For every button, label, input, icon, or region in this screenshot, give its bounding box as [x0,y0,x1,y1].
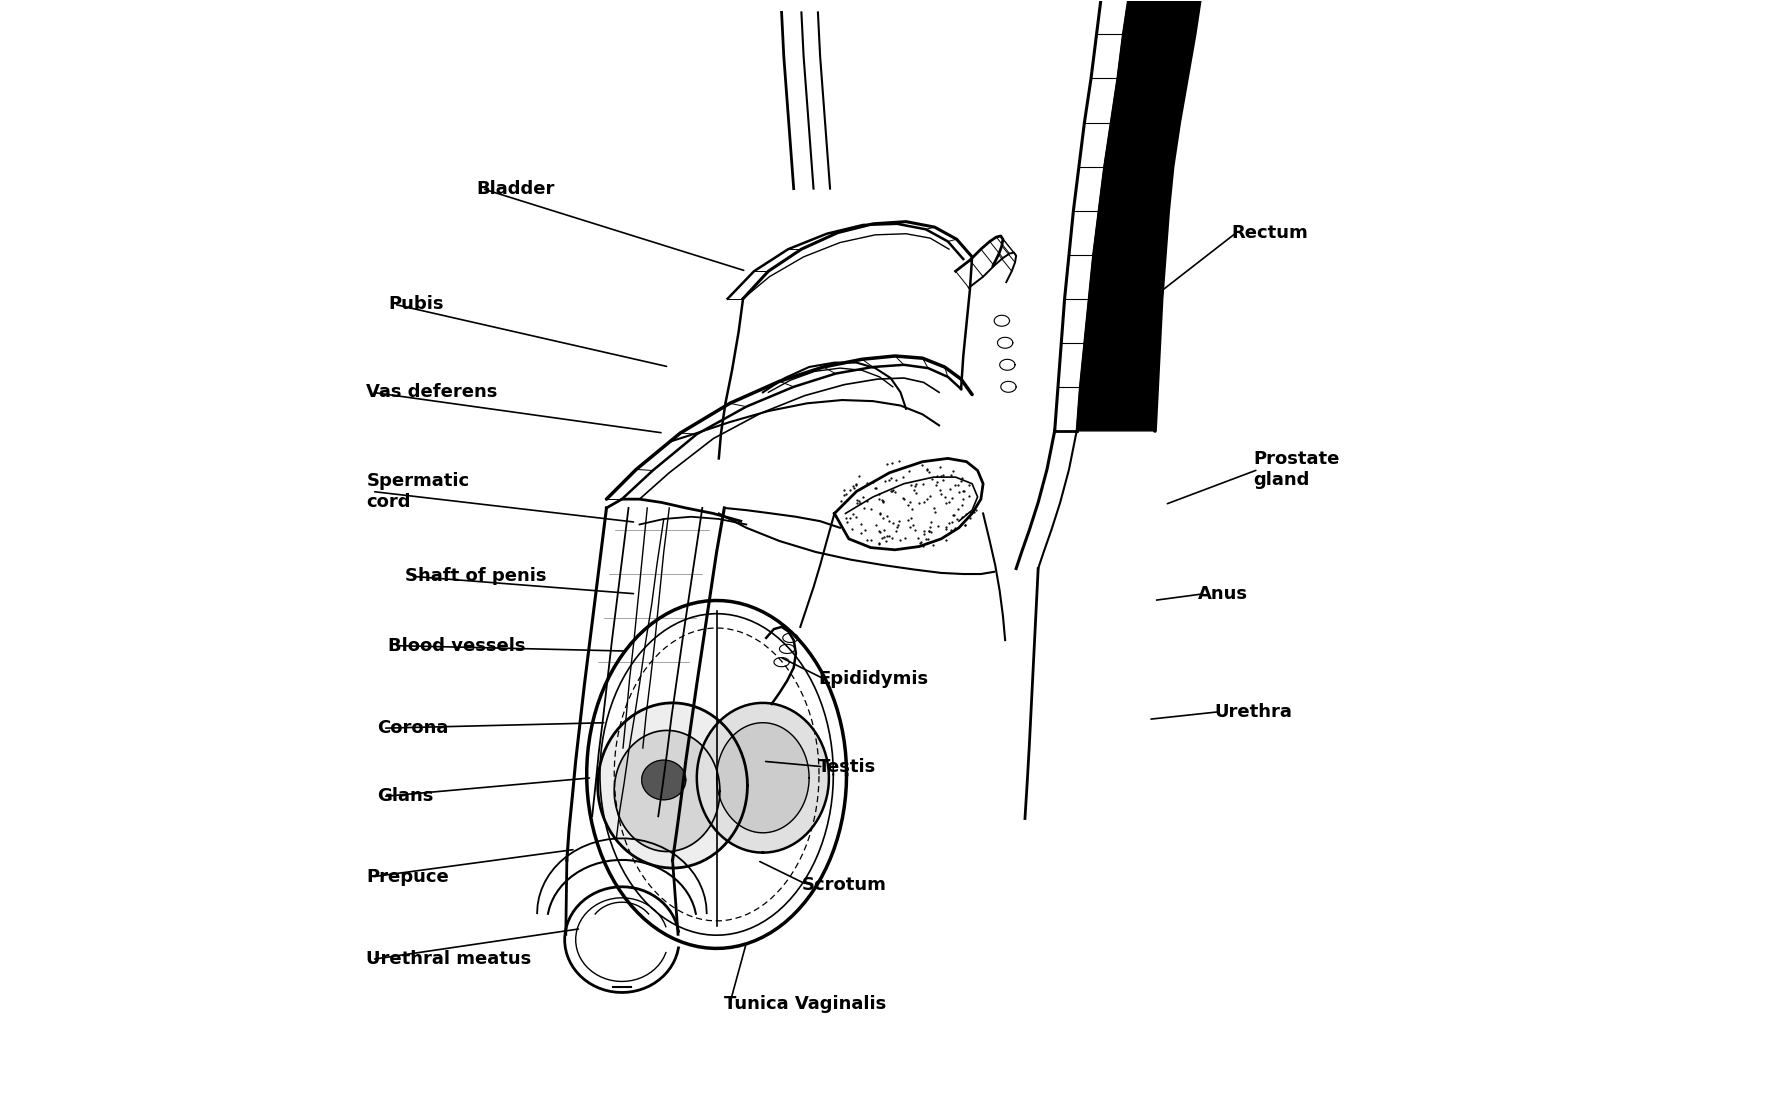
Polygon shape [1117,34,1195,78]
Polygon shape [613,731,720,851]
Text: Prepuce: Prepuce [366,868,449,885]
Text: Shaft of penis: Shaft of penis [405,567,546,585]
Text: Vas deferens: Vas deferens [366,383,499,402]
Polygon shape [1123,0,1200,34]
Polygon shape [697,703,829,852]
Text: Spermatic
cord: Spermatic cord [366,473,470,511]
Text: Scrotum: Scrotum [801,875,886,893]
Polygon shape [598,703,748,868]
Text: Testis: Testis [819,757,877,776]
Text: Blood vessels: Blood vessels [389,637,525,655]
Text: Pubis: Pubis [389,295,444,314]
Text: Anus: Anus [1199,585,1248,603]
Text: Rectum: Rectum [1231,224,1308,242]
Polygon shape [716,723,810,832]
Polygon shape [1093,211,1169,255]
Text: Epididymis: Epididymis [819,670,928,688]
Text: Glans: Glans [377,787,433,806]
Polygon shape [834,458,983,550]
Polygon shape [1105,123,1179,167]
Polygon shape [1077,386,1156,431]
Polygon shape [642,761,686,799]
Polygon shape [1110,78,1186,123]
Text: Corona: Corona [377,719,449,737]
Text: Prostate
gland: Prostate gland [1254,450,1340,489]
Text: Bladder: Bladder [477,180,555,198]
Polygon shape [1098,167,1172,211]
Polygon shape [1089,255,1165,299]
Text: Urethra: Urethra [1215,702,1292,721]
Text: Urethral meatus: Urethral meatus [366,951,532,968]
Polygon shape [1084,299,1162,342]
Text: Tunica Vaginalis: Tunica Vaginalis [725,995,886,1012]
Polygon shape [1080,342,1160,386]
